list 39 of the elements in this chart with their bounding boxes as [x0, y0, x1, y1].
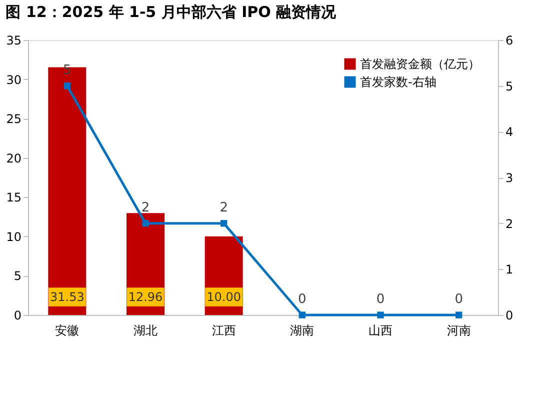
x-tick-label: 河南 — [446, 324, 471, 338]
y-tick-label: 35 — [6, 34, 22, 48]
data-label: 0 — [454, 292, 463, 307]
y2-tick-label: 4 — [506, 125, 514, 140]
y-tick-label: 30 — [6, 72, 22, 87]
point — [377, 312, 384, 318]
data-label: 31.53 — [50, 290, 84, 304]
legend-label: 首发家数-右轴 — [360, 75, 436, 89]
y2-tick-label: 3 — [506, 171, 514, 185]
y2-tick-label: 0 — [506, 308, 514, 322]
legend-label: 首发融资金额（亿元） — [360, 57, 480, 71]
point — [64, 82, 71, 90]
data-label: 0 — [376, 292, 385, 307]
y2-tick-label: 6 — [506, 34, 514, 48]
point — [220, 220, 228, 227]
data-label: 2 — [141, 200, 150, 216]
y-tick-label: 10 — [6, 230, 22, 244]
point — [298, 312, 306, 318]
data-label: 2 — [220, 200, 228, 216]
x-tick-label: 湖南 — [290, 324, 314, 338]
data-label: 5 — [63, 62, 72, 78]
x-tick-label: 安徽 — [55, 324, 80, 338]
data-label: 12.96 — [128, 290, 163, 304]
y2-tick-label: 5 — [506, 79, 514, 94]
y-tick-label: 5 — [14, 269, 22, 284]
x-tick-label: 湖北 — [134, 324, 158, 338]
x-tick-label: 江西 — [212, 324, 236, 338]
y-tick-label: 0 — [14, 308, 22, 322]
data-label: 0 — [298, 292, 306, 307]
chart-title: 图 12：2025 年 1-5 月中部六省 IPO 融资情况 — [6, 3, 338, 21]
x-tick-label: 山西 — [368, 324, 392, 338]
y-tick-label: 25 — [6, 112, 22, 126]
y2-tick-label: 2 — [506, 216, 514, 231]
y-tick-label: 15 — [6, 190, 22, 205]
y-tick-label: 20 — [6, 151, 22, 166]
data-label: 10.00 — [206, 290, 242, 304]
point — [455, 312, 462, 318]
y2-tick-label: 1 — [506, 262, 514, 277]
point — [142, 220, 149, 227]
